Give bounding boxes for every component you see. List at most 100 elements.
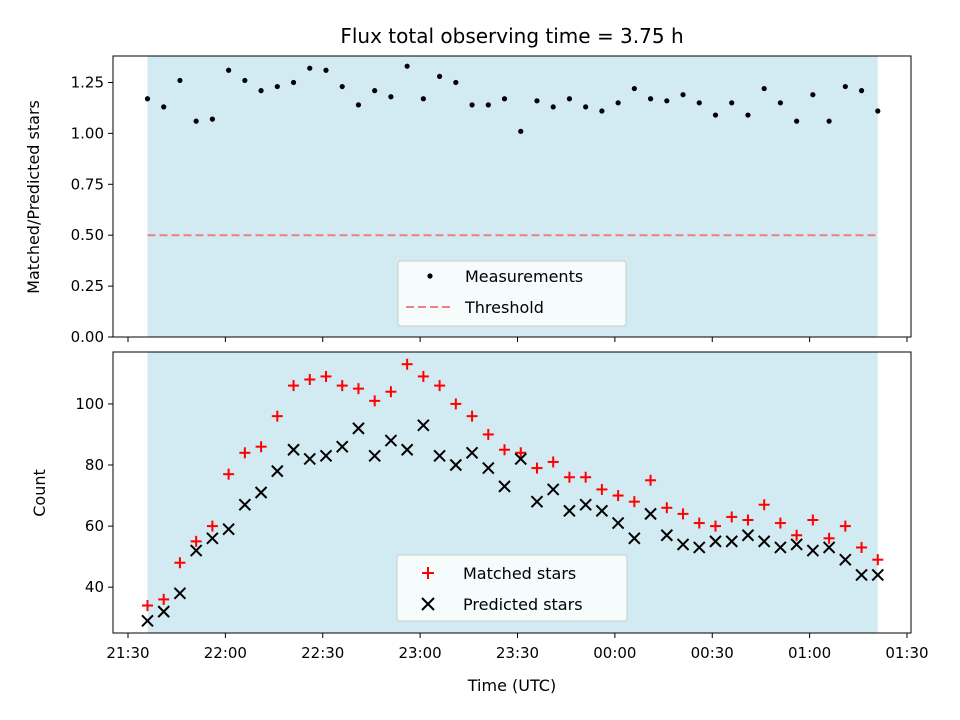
predicted-star-point [628, 532, 641, 545]
x-tick-label: 00:30 [691, 644, 734, 662]
matched-star-point [726, 511, 738, 523]
legend-predicted-label: Predicted stars [463, 595, 583, 614]
predicted-star-point [465, 446, 479, 460]
legend-predicted-marker [421, 597, 435, 611]
measurement-point [615, 100, 621, 106]
matched-star-point [531, 462, 543, 474]
predicted-star-point [206, 532, 219, 545]
matched-star-point [206, 520, 218, 532]
predicted-star-point [319, 449, 333, 463]
measurement-point [712, 112, 719, 118]
matched-star-point [693, 517, 705, 529]
measurement-point [583, 104, 589, 110]
top-legend-box [397, 260, 627, 327]
matched-star-point [466, 410, 478, 422]
measurement-point [664, 98, 670, 104]
legend-matched-label: Matched stars [463, 564, 576, 583]
predicted-star-point [709, 535, 722, 548]
measurement-point [631, 85, 637, 92]
predicted-star-point [530, 495, 544, 508]
y-tick-label: 0.00 [71, 328, 104, 346]
predicted-star-point [725, 535, 738, 548]
bottom-x-axis-ticks: 21:30 22:00 22:30 23:00 23:30 00:00 00:30 01:00… [106, 633, 929, 662]
x-tick-label: 00:00 [593, 644, 636, 662]
matched-star-point [352, 383, 364, 395]
predicted-star-point [660, 529, 674, 542]
legend-measurements-marker [427, 273, 433, 279]
matched-star-point [791, 529, 803, 541]
measurement-point [258, 88, 264, 94]
predicted-star-point [449, 458, 463, 472]
measurement-point [355, 102, 362, 108]
matched-star-point [872, 554, 884, 566]
predicted-star-point [482, 461, 495, 475]
matched-star-point [417, 370, 429, 382]
y-tick-label: 1.00 [71, 124, 104, 142]
measurement-point [696, 100, 702, 106]
predicted-star-point [384, 434, 398, 447]
matched-star-point [628, 496, 640, 508]
x-tick-label: 01:30 [885, 644, 928, 662]
measurement-point [501, 96, 508, 102]
matched-star-point [239, 447, 251, 459]
predicted-star-point [839, 553, 852, 566]
measurement-point [437, 73, 443, 79]
measurement-point [647, 96, 654, 102]
measurement-point [485, 102, 491, 108]
measurement-point [453, 79, 459, 86]
y-tick-label: 100 [75, 395, 104, 413]
measurement-point [226, 67, 232, 73]
predicted-star-point [417, 419, 430, 432]
predicted-star-point [271, 464, 284, 478]
matched-star-point [709, 520, 721, 532]
predicted-star-point [790, 538, 803, 551]
bottom-y-axis-label: Count [30, 469, 49, 517]
matched-star-point [369, 395, 381, 407]
predicted-star-point [676, 538, 690, 551]
matched-star-point [547, 456, 559, 468]
top-panel: 0.00 0.25 0.50 0.75 1.00 1.25 Matched/Predict… [24, 55, 912, 346]
predicted-star-point [644, 507, 657, 521]
top-y-axis-label: Matched/Predicted stars [24, 100, 43, 294]
measurement-point [826, 118, 832, 124]
predicted-star-point [871, 568, 884, 582]
measurement-point [323, 67, 329, 73]
measurement-point [777, 100, 784, 106]
measurement-point [745, 112, 751, 118]
matched-star-point [596, 483, 608, 495]
counts-series [141, 358, 884, 627]
measurement-point [193, 118, 199, 124]
bottom-axes-frame [112, 351, 912, 634]
predicted-star-point [400, 443, 414, 456]
measurement-point [404, 63, 410, 69]
predicted-star-point [336, 440, 349, 453]
matched-star-point [401, 358, 413, 370]
predicted-star-point [303, 452, 316, 466]
measurement-point [729, 100, 735, 106]
matched-star-point [320, 370, 332, 382]
predicted-star-point [563, 504, 576, 518]
bottom-legend-box [396, 554, 628, 622]
matched-star-point [742, 514, 754, 526]
matched-star-point [661, 502, 673, 514]
measurement-point [599, 108, 605, 114]
measurement-point [420, 96, 426, 102]
predicted-star-point [254, 486, 268, 499]
measurement-point [339, 83, 345, 90]
x-tick-label: 01:00 [788, 644, 831, 662]
predicted-star-point [774, 541, 787, 554]
y-tick-label: 0.50 [71, 226, 104, 244]
bottom-legend: Matched stars Predicted stars [396, 554, 628, 622]
matched-star-point [450, 398, 462, 410]
predicted-star-point [368, 449, 381, 463]
measurements-series [144, 63, 881, 134]
matched-star-point [856, 541, 868, 553]
x-tick-label: 22:00 [204, 644, 247, 662]
matched-star-point [190, 535, 202, 547]
measurement-point [144, 96, 151, 102]
x-tick-label: 21:30 [106, 644, 149, 662]
predicted-star-point [189, 544, 203, 557]
y-tick-label: 0.75 [71, 175, 104, 193]
legend-matched-marker [422, 567, 434, 579]
measurement-point [550, 104, 556, 110]
